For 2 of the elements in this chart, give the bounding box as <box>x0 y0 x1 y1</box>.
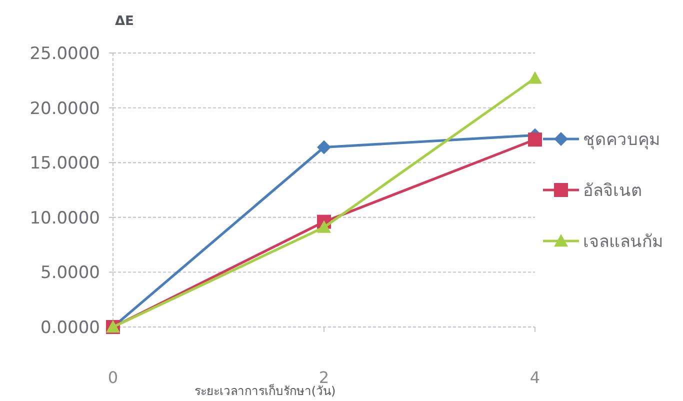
xlabel: ระยะเวลาการเก็บรักษา(วัน) <box>194 384 336 398</box>
ylabel: ΔE <box>115 14 134 29</box>
